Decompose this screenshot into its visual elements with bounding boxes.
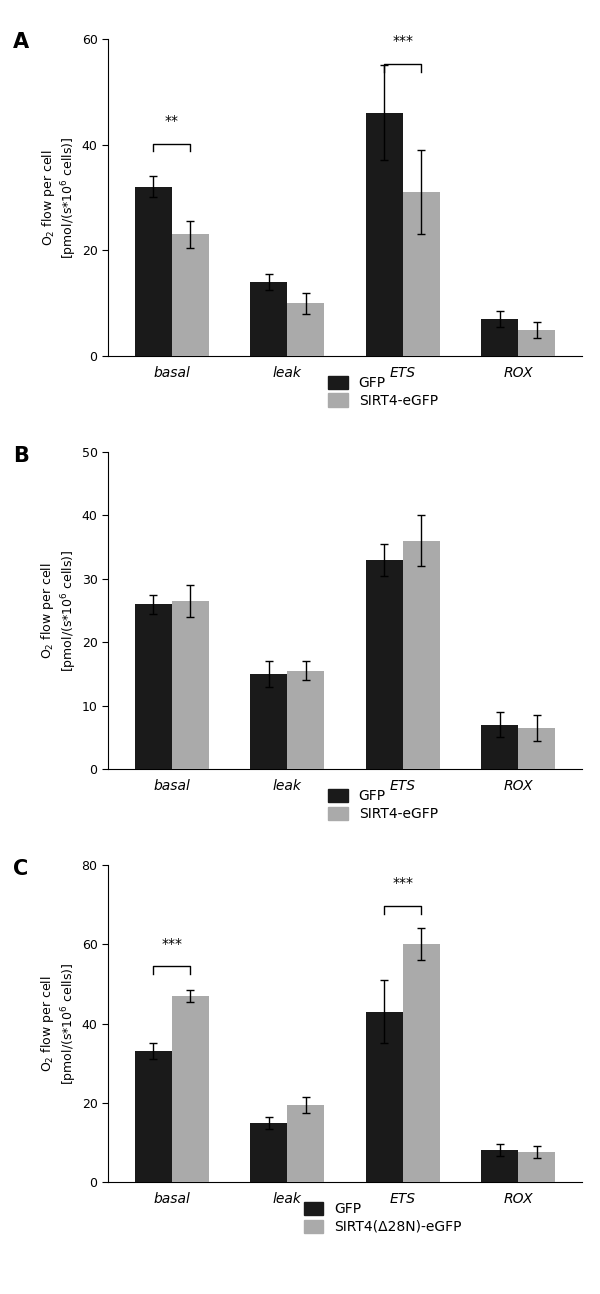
Text: C: C bbox=[13, 858, 28, 879]
Bar bbox=[134, 186, 172, 356]
Bar bbox=[403, 945, 440, 1183]
Bar bbox=[172, 996, 209, 1183]
Bar bbox=[134, 1051, 172, 1183]
Bar bbox=[134, 604, 172, 769]
Bar bbox=[287, 1105, 324, 1183]
Text: ***: *** bbox=[392, 35, 413, 48]
Bar bbox=[518, 727, 556, 769]
Bar bbox=[481, 725, 518, 769]
Bar bbox=[366, 1012, 403, 1183]
Bar bbox=[403, 541, 440, 769]
Bar bbox=[403, 192, 440, 356]
Bar bbox=[481, 320, 518, 356]
Legend: GFP, SIRT4(Δ28N)-eGFP: GFP, SIRT4(Δ28N)-eGFP bbox=[301, 1200, 465, 1237]
Y-axis label: O$_2$ flow per cell
[pmol/(s*10$^6$ cells)]: O$_2$ flow per cell [pmol/(s*10$^6$ cell… bbox=[40, 549, 79, 672]
Bar bbox=[250, 674, 287, 769]
Bar bbox=[366, 560, 403, 769]
Y-axis label: O$_2$ flow per cell
[pmol/(s*10$^6$ cells)]: O$_2$ flow per cell [pmol/(s*10$^6$ cell… bbox=[40, 136, 79, 259]
Bar bbox=[287, 670, 324, 769]
Y-axis label: O$_2$ flow per cell
[pmol/(s*10$^6$ cells)]: O$_2$ flow per cell [pmol/(s*10$^6$ cell… bbox=[40, 963, 79, 1084]
Legend: GFP, SIRT4-eGFP: GFP, SIRT4-eGFP bbox=[325, 373, 440, 410]
Bar bbox=[481, 1150, 518, 1183]
Bar bbox=[518, 1153, 556, 1183]
Bar bbox=[172, 234, 209, 356]
Text: ***: *** bbox=[392, 876, 413, 890]
Bar bbox=[287, 303, 324, 356]
Text: A: A bbox=[13, 32, 29, 53]
Bar bbox=[172, 600, 209, 769]
Text: ***: *** bbox=[161, 937, 182, 951]
Bar bbox=[250, 1123, 287, 1183]
Text: B: B bbox=[13, 445, 29, 466]
Legend: GFP, SIRT4-eGFP: GFP, SIRT4-eGFP bbox=[325, 785, 440, 824]
Bar bbox=[366, 113, 403, 356]
Bar bbox=[250, 282, 287, 356]
Text: **: ** bbox=[164, 114, 179, 128]
Bar bbox=[518, 330, 556, 356]
